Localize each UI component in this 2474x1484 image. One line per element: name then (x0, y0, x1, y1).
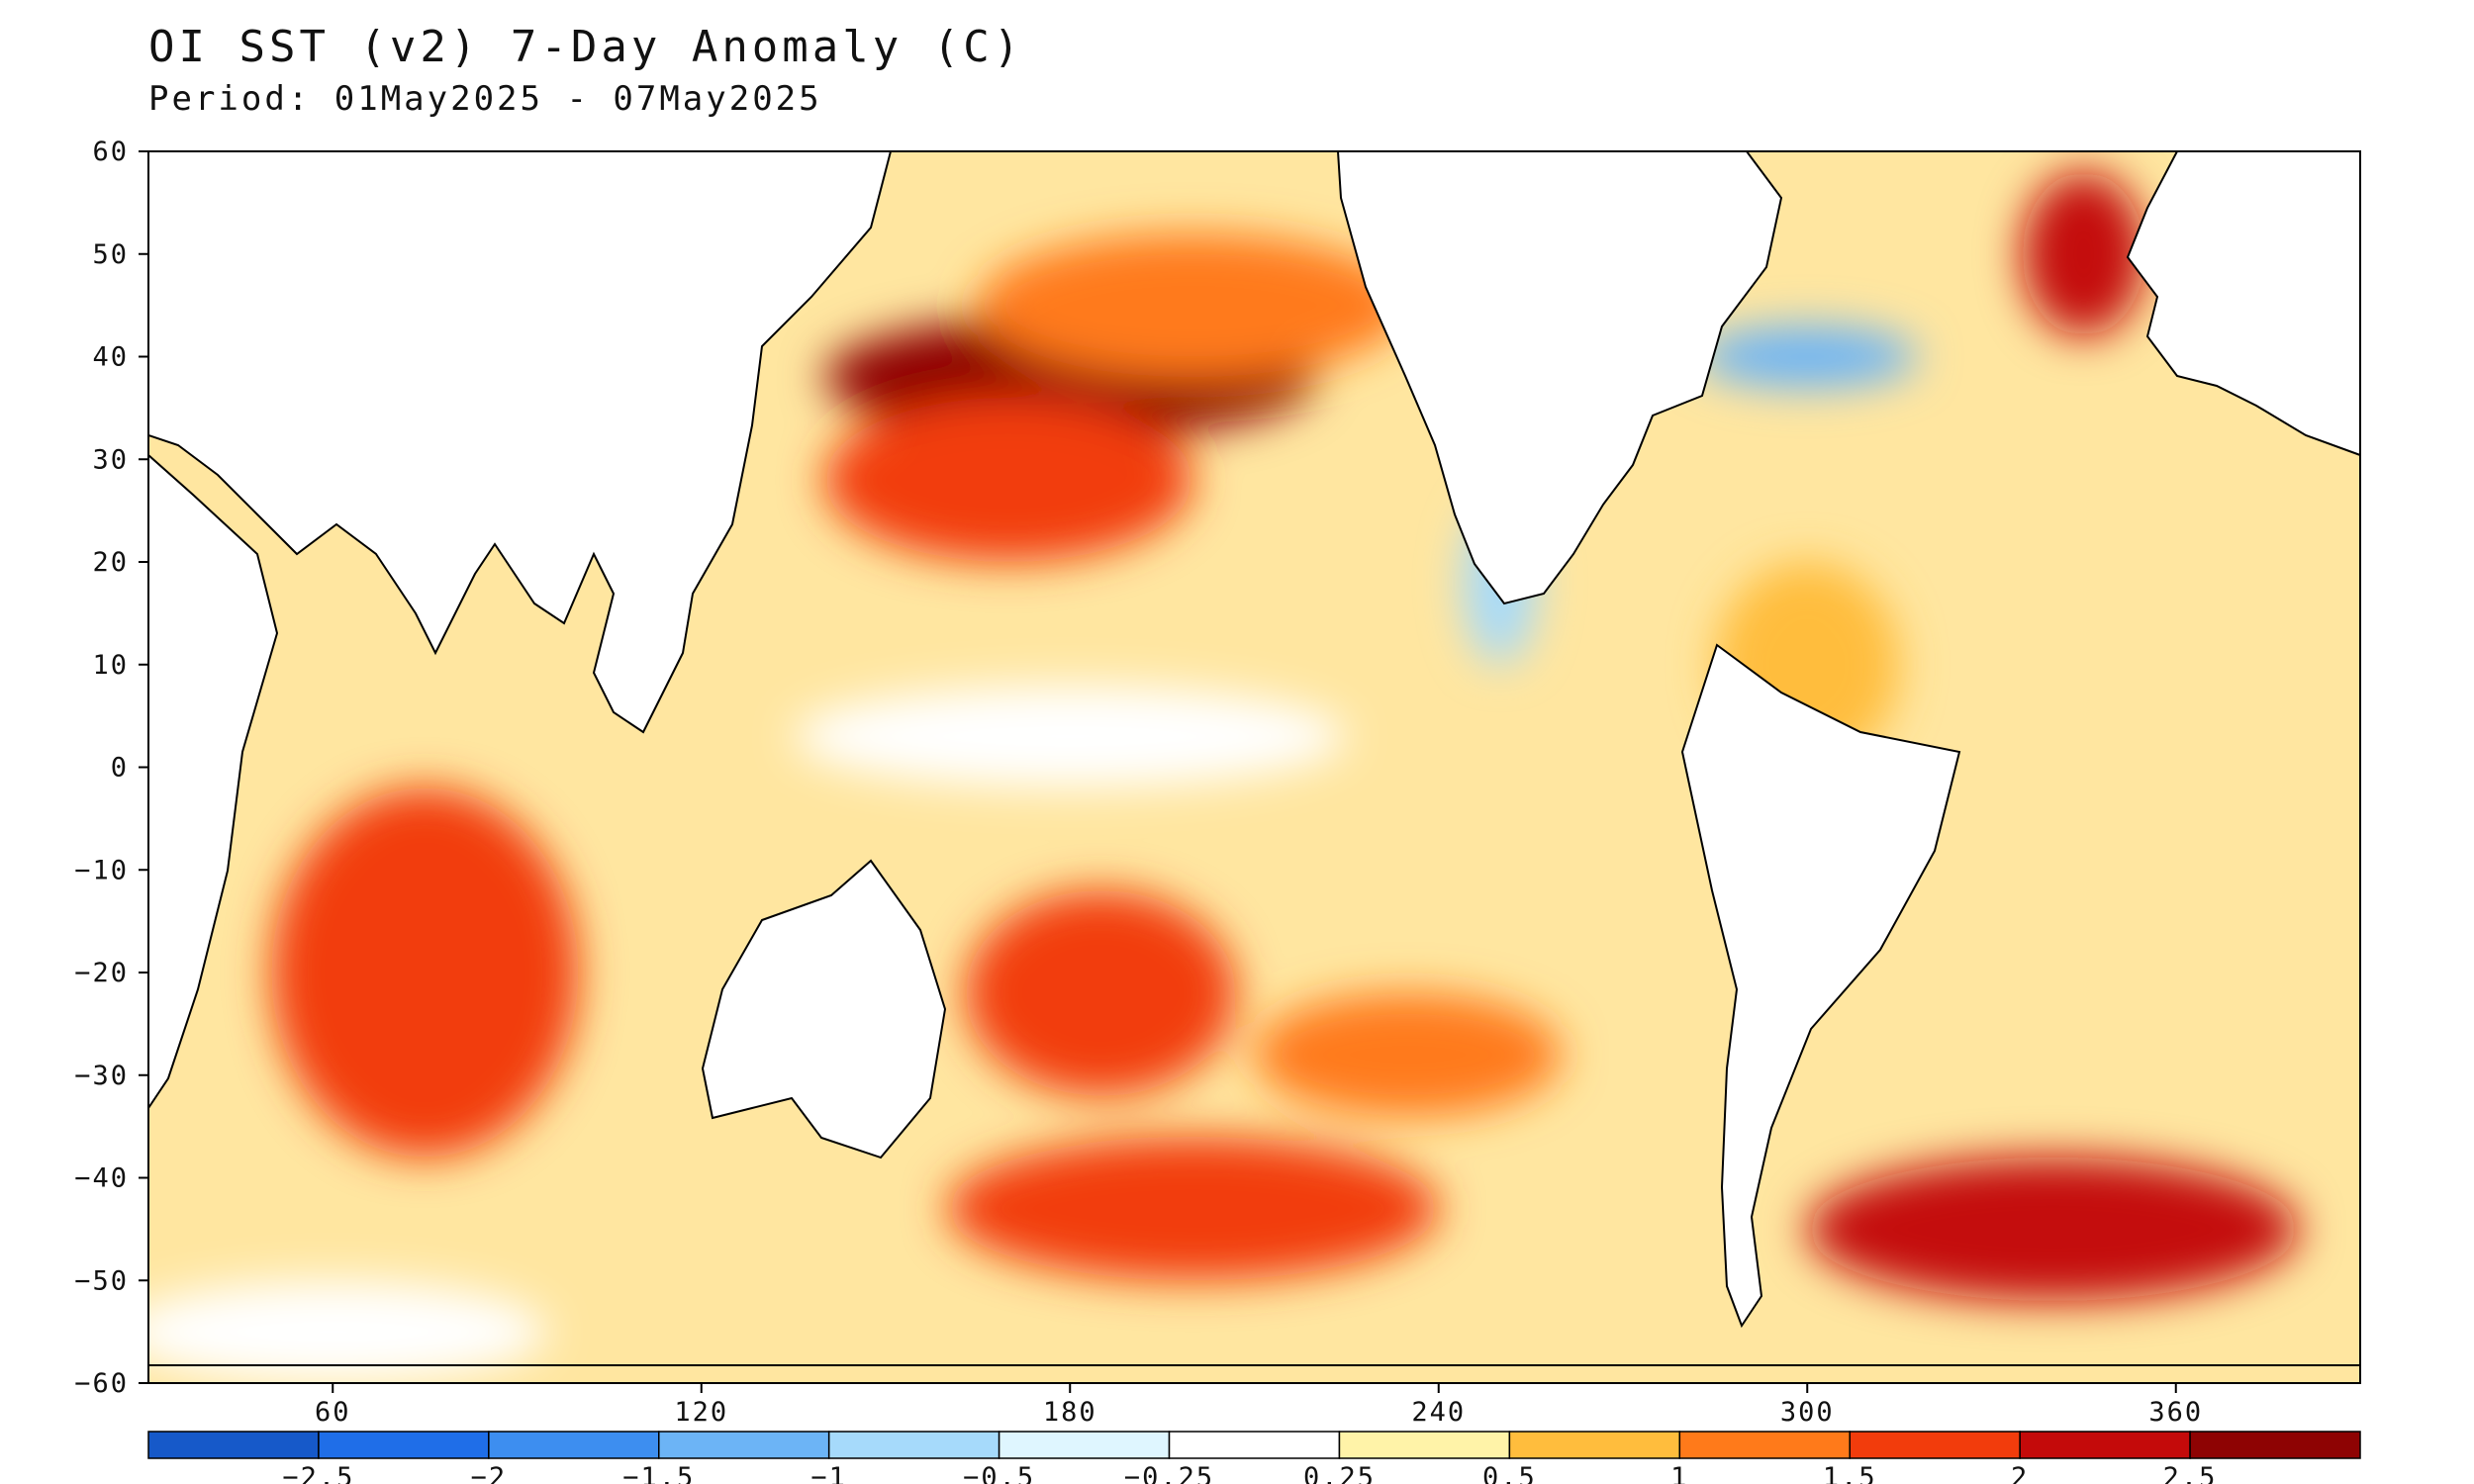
y-tick-label: 60 (92, 137, 129, 167)
colorbar-label: −1 (810, 1462, 847, 1484)
colorbar-label: 2 (2011, 1462, 2029, 1484)
y-tick-label: 20 (92, 547, 129, 578)
colorbar-bin (1508, 1431, 1681, 1459)
anomaly-region (823, 398, 1193, 562)
colorbar-bin (2019, 1431, 2191, 1459)
colorbar-bin (2189, 1431, 2361, 1459)
anomaly-region (1696, 325, 1918, 388)
landmass-australia (701, 859, 947, 1159)
colorbar-label: 0.5 (1482, 1462, 1537, 1484)
x-tick-label: 120 (674, 1397, 728, 1428)
anomaly-region (271, 788, 579, 1158)
y-tick-label: 10 (92, 650, 129, 681)
colorbar-bin (658, 1431, 830, 1459)
colorbar-bin (488, 1431, 660, 1459)
colorbar-label: 1.5 (1823, 1462, 1877, 1484)
colorbar-label: 2.5 (2163, 1462, 2218, 1484)
anomaly-region (793, 685, 1347, 788)
colorbar-bin (1168, 1431, 1341, 1459)
anomaly-region (978, 233, 1408, 378)
anomaly-region (947, 1137, 1439, 1281)
y-tick-label: −20 (74, 958, 129, 988)
colorbar-bin (1678, 1431, 1851, 1459)
continents (148, 151, 2360, 1383)
colorbar-label: −0.25 (1124, 1462, 1214, 1484)
y-tick-label: 50 (92, 239, 129, 270)
landmass-south-america (1680, 643, 1961, 1329)
anomaly-region (148, 1280, 548, 1383)
landmass-north-america (1336, 151, 1783, 605)
y-axis-latitude: 60 50 40 30 20 10 0 −10 −20 −30 −40 −50 −60 (74, 137, 148, 1399)
colorbar-bin (318, 1431, 490, 1459)
anomaly-region (965, 890, 1236, 1096)
x-tick-label: 360 (2148, 1397, 2203, 1428)
colorbar-label: 1 (1670, 1462, 1688, 1484)
y-tick-label: −10 (74, 855, 129, 885)
y-tick-label: −50 (74, 1265, 129, 1296)
y-tick-label: 0 (111, 753, 129, 784)
colorbar-label: −2 (471, 1462, 508, 1484)
colorbar-bin (998, 1431, 1171, 1459)
map-period: Period: 01May2025 - 07May2025 (148, 79, 822, 119)
map-title: OI SST (v2) 7-Day Anomaly (C) (148, 22, 1024, 72)
colorbar-bin (827, 1431, 1000, 1459)
anomaly-region (1254, 992, 1562, 1117)
x-tick-label: 300 (1780, 1397, 1835, 1428)
x-tick-label: 240 (1411, 1397, 1466, 1428)
landmass-eurasia (148, 151, 893, 734)
colorbar-label: 0.25 (1303, 1462, 1376, 1484)
landmass-europe (2126, 151, 2360, 457)
y-tick-label: −30 (74, 1061, 129, 1091)
x-tick-label: 60 (315, 1397, 351, 1428)
colorbar-label: −2.5 (282, 1462, 354, 1484)
y-tick-label: −40 (74, 1163, 129, 1194)
colorbar-bin (1338, 1431, 1511, 1459)
anomaly-region (1807, 1157, 2299, 1301)
y-tick-label: 40 (92, 342, 129, 373)
colorbar-bin (1849, 1431, 2021, 1459)
colorbar-label: −1.5 (622, 1462, 695, 1484)
plot-area (148, 151, 2360, 1383)
y-tick-label: −60 (74, 1368, 129, 1399)
colorbar: −2.5 −2 −1.5 −1 −0.5 −0.25 0.25 0.5 1 1.5 2 2.5 (147, 1431, 2361, 1484)
landmass-africa (148, 151, 279, 1110)
x-tick-label: 180 (1043, 1397, 1097, 1428)
colorbar-label: −0.5 (963, 1462, 1035, 1484)
colorbar-bin (147, 1431, 320, 1459)
y-tick-label: 30 (92, 444, 129, 475)
x-axis-longitude: 60 120 180 240 300 360 (315, 1383, 2203, 1428)
landmass-antarctic-edge (148, 1364, 2360, 1383)
anomaly-region (2022, 171, 2145, 336)
